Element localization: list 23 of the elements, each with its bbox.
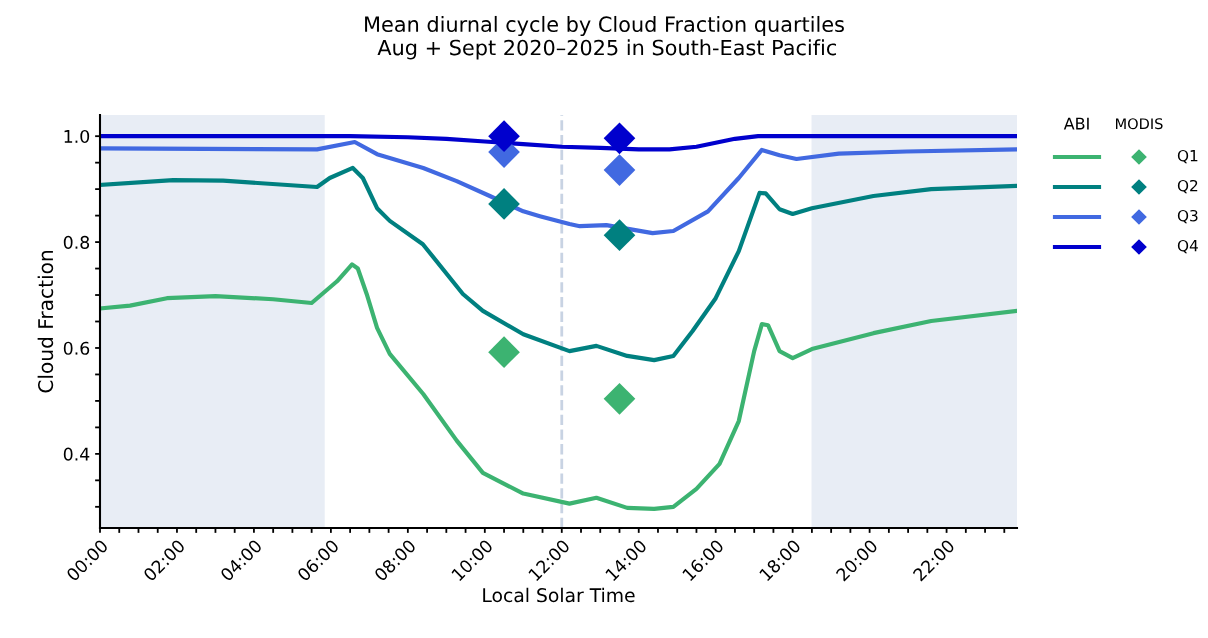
point (603, 154, 636, 186)
line-series (100, 165, 1017, 363)
point (603, 382, 636, 415)
y-tick-label: 0.6 (63, 341, 90, 355)
chart-title: Mean diurnal cycle by Cloud Fraction quartiles Aug + Sept 2020–2025 in South-East Pacific (365, 15, 844, 60)
legend-label: Q2 (1177, 179, 1198, 194)
y-axis-title: Cloud Fraction (37, 251, 54, 393)
point (488, 120, 520, 153)
x-axis-title: Local Solar Time (483, 587, 635, 603)
y-tick-label: 0.4 (63, 447, 90, 461)
y-tick-label: 0.8 (63, 235, 90, 249)
text: MODIS (1116, 118, 1163, 130)
legend-label: Q4 (1177, 239, 1198, 254)
y-tick-label: 1.0 (64, 129, 90, 144)
legend-label: Q3 (1177, 209, 1198, 224)
line-series (100, 139, 1017, 236)
text: ABI (1063, 117, 1089, 130)
point (488, 336, 520, 369)
point (603, 219, 636, 252)
point (488, 188, 520, 220)
line-series (100, 262, 1017, 512)
point (603, 122, 636, 155)
legend-label: Q1 (1177, 149, 1198, 164)
